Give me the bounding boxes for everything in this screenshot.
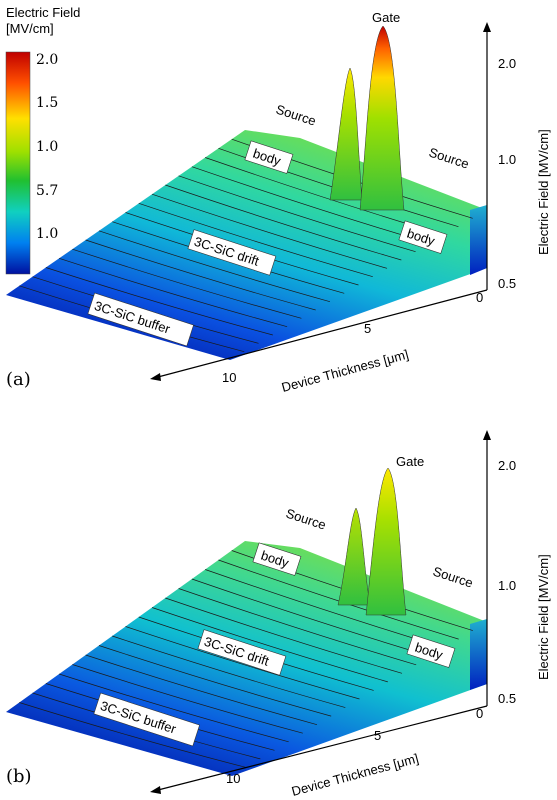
panel-a-gate-peak [359, 25, 405, 211]
panel-b-source-peak [337, 507, 371, 606]
panel-b: Gate Source Source body body 3C-SiC drif… [6, 430, 551, 799]
colorbar-title-line1: Electric Field [6, 5, 80, 20]
panel-a-z-tick-0: 2.0 [498, 56, 516, 71]
panel-b-side-face [470, 619, 487, 690]
panel-a: Gate Source Source body body 3C-SiC drif… [6, 10, 551, 395]
panel-a-gate-label: Gate [372, 10, 400, 25]
panel-a-contour-line [165, 184, 402, 261]
panel-b-gate-peak [365, 467, 407, 616]
panel-a-body-right-tag: body [398, 220, 448, 254]
panel-b-contour-line [165, 597, 403, 674]
colorbar: Electric Field [MV/cm] 2.0 1.5 1.0 5.7 1… [5, 5, 80, 275]
panel-a-source-peak [329, 67, 363, 201]
panel-a-depth-axis [157, 289, 488, 378]
panel-b-contour-line [112, 635, 346, 708]
panel-b-contour-line [59, 673, 289, 743]
colorbar-tick-2: 1.0 [36, 139, 58, 155]
panel-b-contour-line [85, 654, 318, 726]
panel-b-depth-axis-arrowhead [150, 786, 161, 794]
colorbar-title-line2: [MV/cm] [6, 21, 54, 36]
colorbar-tick-3: 5.7 [36, 183, 58, 199]
panel-a-tag: (a) [6, 369, 31, 390]
panel-b-depth-axis [157, 705, 488, 791]
panel-b-z-axis-label: Electric Field [MV/cm] [536, 554, 551, 680]
panel-b-contour-line [72, 664, 303, 734]
panel-b-z-tick-0: 2.0 [498, 458, 516, 473]
colorbar-tick-0: 2.0 [36, 52, 58, 68]
panel-b-depth-tick-1: 5 [374, 728, 381, 743]
panel-b-depth-tick-0: 0 [476, 706, 483, 721]
panel-b-z-tick-2: 0.5 [498, 691, 516, 706]
panel-a-contour-line [85, 239, 316, 311]
colorbar-tick-4: 1.0 [36, 226, 58, 242]
panel-b-source-left-label: Source [284, 506, 328, 533]
panel-b-tag: (b) [6, 766, 32, 787]
panel-a-depth-tick-0: 0 [476, 290, 483, 305]
panel-a-side-face [470, 205, 487, 275]
colorbar-gradient [5, 51, 31, 275]
panel-a-contour-line [98, 230, 331, 303]
panel-b-gate-label: Gate [396, 454, 424, 469]
panel-b-z-tick-1: 1.0 [498, 578, 516, 593]
panel-a-depth-axis-arrowhead [150, 373, 161, 381]
panel-a-z-axis-arrowhead [483, 22, 491, 32]
panel-b-z-axis-arrowhead [483, 430, 491, 440]
panel-b-body-right-tag: body [406, 634, 456, 668]
panel-a-source-right-label: Source [427, 145, 471, 172]
panel-b-contour-line [151, 607, 388, 683]
panel-b-source-right-label: Source [431, 564, 475, 591]
panel-b-contour-lines [19, 550, 473, 768]
panel-a-contour-line [45, 267, 273, 336]
panel-b-contour-line [191, 578, 431, 657]
panel-a-depth-tick-2: 10 [222, 370, 236, 385]
panel-a-contour-line [178, 175, 416, 253]
panel-a-contour-line [151, 193, 388, 269]
panel-a-contour-line [138, 203, 373, 278]
panel-b-depth-tick-2: 10 [226, 771, 240, 786]
panel-a-z-tick-2: 0.5 [498, 276, 516, 291]
panel-b-body-left-tag: body [252, 542, 302, 576]
panel-a-depth-axis-label: Device Thickness [μm] [280, 347, 410, 395]
panel-a-body-left-tag: body [244, 140, 294, 174]
panel-b-contour-line [178, 588, 417, 666]
panel-a-contour-line [59, 258, 288, 328]
panel-a-source-left-label: Source [274, 102, 318, 129]
panel-a-z-axis-label: Electric Field [MV/cm] [536, 129, 551, 255]
panel-b-depth-axis-label: Device Thickness [μm] [290, 751, 420, 799]
panel-a-depth-tick-1: 5 [364, 321, 371, 336]
colorbar-tick-1: 1.5 [36, 95, 58, 111]
panel-b-contour-line [125, 626, 360, 700]
panel-a-contour-line [72, 248, 302, 319]
panel-b-contour-line [19, 702, 247, 768]
panel-a-z-tick-1: 1.0 [498, 152, 516, 167]
panel-b-contour-line [98, 645, 332, 717]
